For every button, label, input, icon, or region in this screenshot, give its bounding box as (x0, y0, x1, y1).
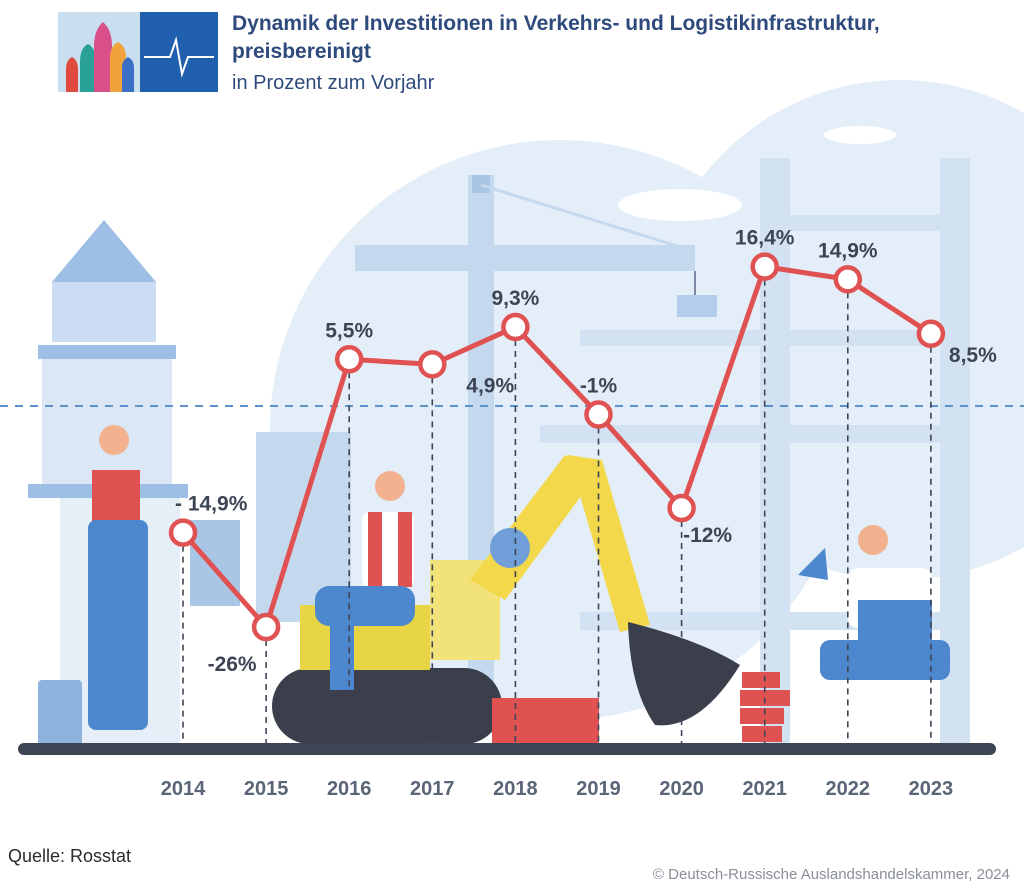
chart-subtitle: in Prozent zum Vorjahr (232, 72, 435, 94)
data-label: 8,5% (949, 344, 997, 367)
x-tick-label: 2016 (327, 778, 372, 800)
x-tick-label: 2020 (659, 778, 704, 800)
data-label: 4,9% (466, 374, 514, 397)
data-label: -1% (580, 375, 618, 398)
data-label: 5,5% (325, 319, 373, 342)
data-label: -26% (208, 653, 257, 676)
x-tick-label: 2023 (909, 778, 954, 800)
x-tick-label: 2014 (161, 778, 206, 800)
logo (58, 12, 218, 92)
data-label: -12% (683, 524, 732, 547)
construction-background-art (18, 80, 1024, 755)
data-point (418, 350, 447, 379)
data-point (584, 400, 613, 429)
chart-title: Dynamik der Investitionen in Verkehrs- u… (232, 12, 880, 63)
data-label: - 14,9% (175, 493, 248, 516)
data-label: 16,4% (735, 227, 795, 250)
data-label: 9,3% (491, 287, 539, 310)
x-tick-label: 2021 (742, 778, 787, 800)
series-line (181, 264, 933, 630)
data-point (251, 612, 281, 642)
kremlin-logo-icon (58, 12, 218, 92)
data-point (833, 265, 863, 294)
data-label: 14,9% (818, 239, 878, 262)
data-point (750, 252, 779, 281)
copyright-note: © Deutsch-Russische Auslandshandelskamme… (652, 866, 1010, 883)
data-point (667, 493, 696, 523)
x-tick-label: 2017 (410, 778, 455, 800)
data-point (168, 518, 198, 547)
x-tick-label: 2018 (493, 778, 538, 800)
line-chart: - 14,9% -26% 5,5% 4,9% 9,3% -1% -12% 16,4% 14,9%… (0, 80, 1024, 800)
data-point (916, 319, 946, 348)
x-tick-label: 2019 (576, 778, 621, 800)
x-tick-label: 2022 (826, 778, 871, 800)
x-tick-label: 2015 (244, 778, 289, 800)
source-note: Quelle: Rosstat (8, 846, 132, 866)
data-point (501, 312, 530, 342)
data-point (334, 345, 364, 374)
